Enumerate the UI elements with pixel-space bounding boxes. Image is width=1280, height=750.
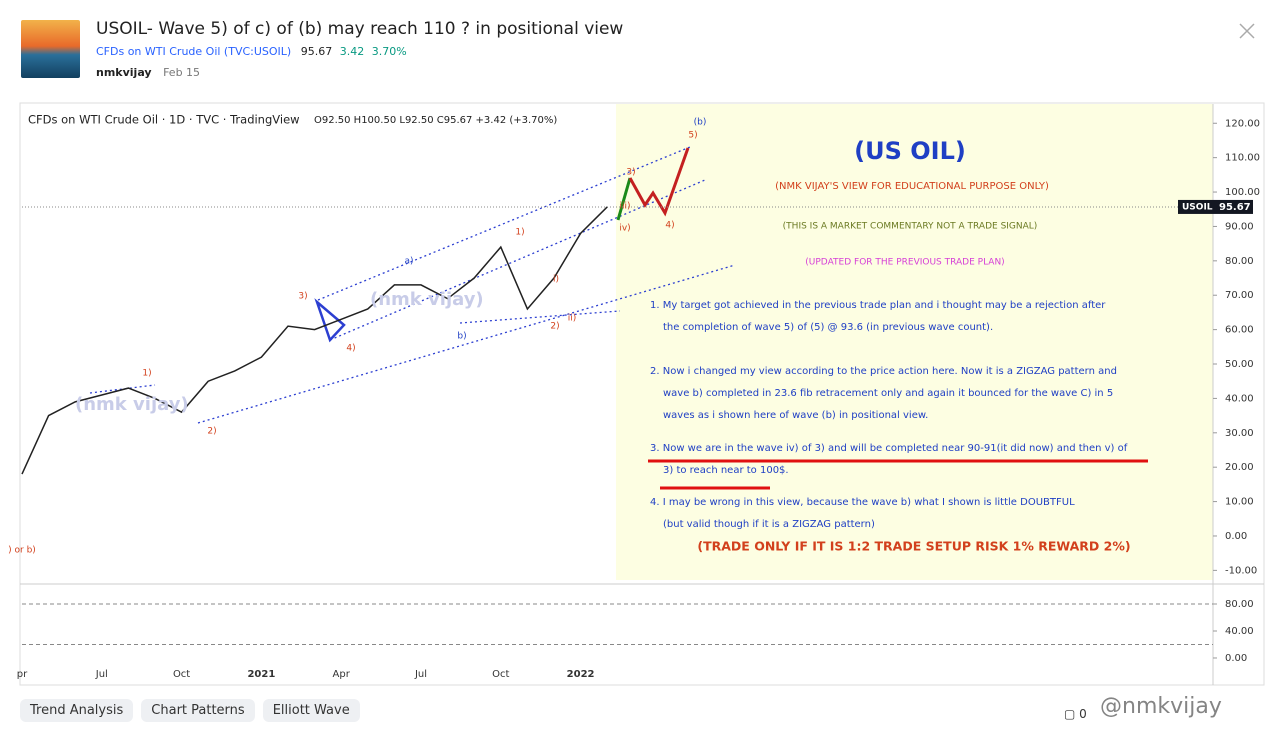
wave-label: 1) bbox=[515, 228, 524, 238]
y-tick-label: 100.00 bbox=[1225, 187, 1260, 198]
y-tick-label: 90.00 bbox=[1225, 221, 1254, 232]
chart-watermark: (nmk vijay) bbox=[75, 394, 189, 415]
y-tick-label: 70.00 bbox=[1225, 290, 1254, 301]
wave-label: 4) bbox=[665, 221, 674, 231]
wave-label: iii) bbox=[619, 202, 630, 212]
price: 95.67 bbox=[300, 45, 333, 58]
y-tick-label: 10.00 bbox=[1225, 497, 1254, 508]
note-area bbox=[616, 104, 1213, 580]
wave-label: i) bbox=[553, 275, 559, 285]
y-tick-label: 110.00 bbox=[1225, 153, 1260, 164]
wave-label: ) or b) bbox=[8, 546, 36, 556]
x-tick-label: pr bbox=[17, 669, 28, 680]
osc-tick-label: 80.00 bbox=[1225, 599, 1254, 610]
chart: CFDs on WTI Crude Oil · 1D · TVC · Tradi… bbox=[8, 102, 1265, 686]
wave-label: 2) bbox=[207, 427, 216, 437]
annotation: (but valid though if it is a ZIGZAG patt… bbox=[663, 519, 875, 530]
wave-label: 2) bbox=[550, 322, 559, 332]
trendlines bbox=[89, 146, 736, 424]
wave-label: 3) bbox=[298, 292, 307, 302]
comment-count[interactable]: ▢ 0 bbox=[1064, 707, 1087, 721]
annotation: wave b) completed in 23.6 fib retracemen… bbox=[663, 388, 1113, 399]
x-tick-label: Apr bbox=[333, 669, 351, 680]
wave-label: 4) bbox=[346, 344, 355, 354]
wave-label: (b) bbox=[694, 118, 707, 128]
annotation: (THIS IS A MARKET COMMENTARY NOT A TRADE… bbox=[783, 222, 1038, 232]
date: Feb 15 bbox=[163, 66, 201, 79]
change-pct: 3.70% bbox=[371, 45, 407, 58]
y-tick-label: 20.00 bbox=[1225, 462, 1254, 473]
y-tick-label: 30.00 bbox=[1225, 428, 1254, 439]
change: 3.42 bbox=[339, 45, 365, 58]
x-tick-label: Jul bbox=[414, 669, 427, 680]
wave-label: a) bbox=[404, 257, 413, 267]
avatar[interactable] bbox=[21, 20, 80, 78]
annotation: (UPDATED FOR THE PREVIOUS TRADE PLAN) bbox=[805, 258, 1004, 268]
idea-title: USOIL- Wave 5) of c) of (b) may reach 11… bbox=[96, 19, 624, 39]
y-tick-label: 50.00 bbox=[1225, 359, 1254, 370]
y-tick-label: 80.00 bbox=[1225, 256, 1254, 267]
close-button[interactable] bbox=[1238, 22, 1256, 40]
x-tick-label: Jul bbox=[95, 669, 108, 680]
symbol-link[interactable]: CFDs on WTI Crude Oil (TVC:USOIL) bbox=[96, 45, 292, 58]
price-tag-symbol: USOIL bbox=[1182, 202, 1213, 212]
annotation: (US OIL) bbox=[854, 137, 966, 165]
chart-header: CFDs on WTI Crude Oil · 1D · TVC · Tradi… bbox=[28, 113, 300, 127]
tag[interactable]: Chart Patterns bbox=[141, 699, 255, 722]
price-line-series bbox=[21, 206, 608, 475]
y-tick-label: -10.00 bbox=[1225, 565, 1257, 576]
annotation: 3) to reach near to 100$. bbox=[663, 465, 789, 476]
y-tick-label: 40.00 bbox=[1225, 393, 1254, 404]
osc-tick-label: 0.00 bbox=[1225, 653, 1247, 664]
symbol-row: CFDs on WTI Crude Oil (TVC:USOIL) 95.67 … bbox=[96, 45, 407, 58]
wave-label: ii) bbox=[568, 314, 577, 324]
annotation: 1. My target got achieved in the previou… bbox=[650, 300, 1106, 311]
annotation: (NMK VIJAY'S VIEW FOR EDUCATIONAL PURPOS… bbox=[775, 181, 1049, 192]
author-row: nmkvijay Feb 15 bbox=[96, 66, 200, 79]
y-tick-label: 0.00 bbox=[1225, 531, 1247, 542]
wave-label: 5) bbox=[688, 131, 697, 141]
x-tick-label: Oct bbox=[173, 669, 190, 680]
annotation: the completion of wave 5) of (5) @ 93.6 … bbox=[663, 322, 993, 333]
x-tick-label: 2022 bbox=[567, 669, 595, 680]
ohlc: O92.50 H100.50 L92.50 C95.67 +3.42 (+3.7… bbox=[314, 115, 557, 126]
annotation: (TRADE ONLY IF IT IS 1:2 TRADE SETUP RIS… bbox=[697, 539, 1130, 554]
annotation: 4. I may be wrong in this view, because … bbox=[650, 497, 1075, 508]
wave-green bbox=[616, 177, 632, 221]
annotation: 2. Now i changed my view according to th… bbox=[650, 366, 1117, 377]
wave-label: b) bbox=[457, 332, 466, 342]
price-tag-value bbox=[1213, 199, 1253, 214]
chart-watermark: (nmk vijay) bbox=[370, 289, 484, 310]
wave-label: 1) bbox=[142, 369, 151, 379]
osc-tick-label: 40.00 bbox=[1225, 626, 1254, 637]
y-tick-label: 120.00 bbox=[1225, 118, 1260, 129]
x-tick-label: Oct bbox=[492, 669, 509, 680]
price-tag bbox=[1178, 199, 1213, 214]
tag[interactable]: Trend Analysis bbox=[20, 699, 134, 722]
comments: 0 bbox=[1079, 707, 1087, 721]
price-tag-number: 95.67 bbox=[1219, 202, 1251, 213]
wave-label: 3) bbox=[626, 168, 635, 178]
wave-triangle bbox=[314, 298, 346, 343]
y-tick-label: 60.00 bbox=[1225, 325, 1254, 336]
wave-red bbox=[628, 147, 690, 217]
wave-label: iv) bbox=[619, 224, 630, 234]
x-tick-label: 2021 bbox=[247, 669, 275, 680]
watermark: @nmkvijay bbox=[1100, 694, 1222, 719]
tags: Trend Analysis Chart Patterns Elliott Wave bbox=[20, 699, 368, 722]
annotation: 3. Now we are in the wave iv) of 3) and … bbox=[650, 443, 1128, 454]
author[interactable]: nmkvijay bbox=[96, 66, 152, 79]
annotation: waves as i shown here of wave (b) in pos… bbox=[663, 410, 928, 421]
tag[interactable]: Elliott Wave bbox=[262, 699, 360, 722]
